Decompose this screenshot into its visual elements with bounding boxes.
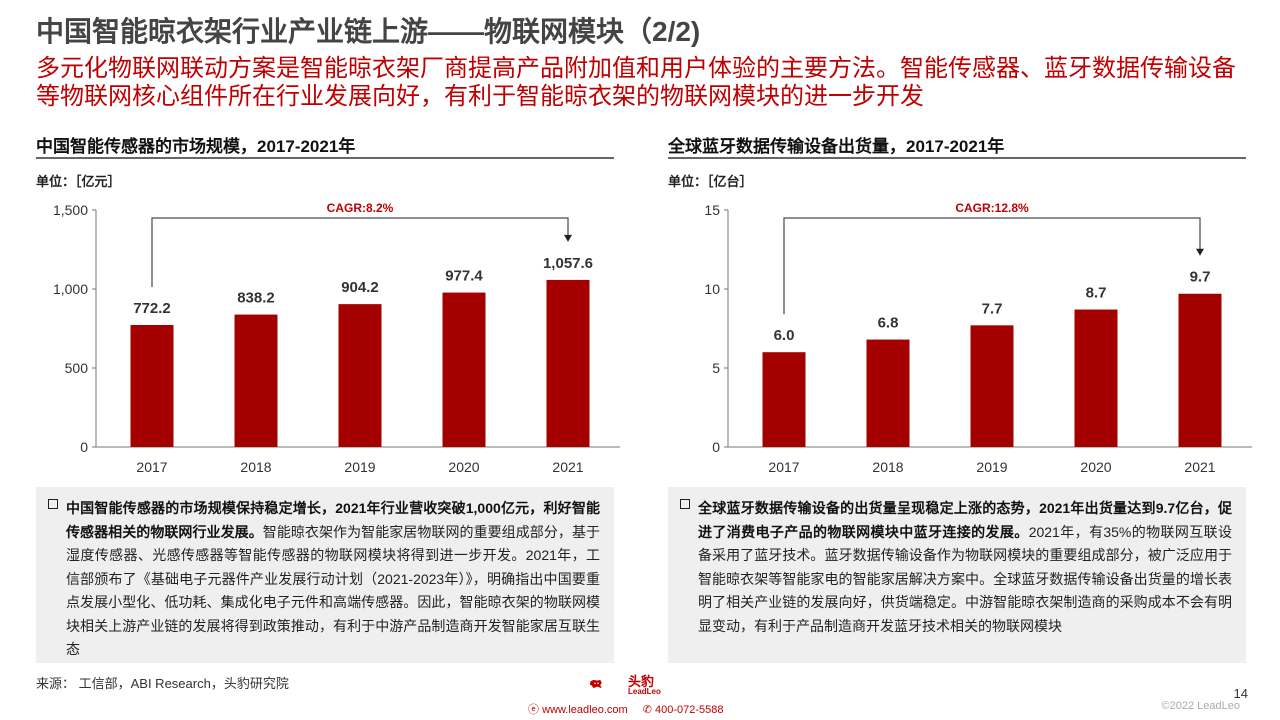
left-insight-box: 中国智能传感器的市场规模保持稳定增长，2021年行业营收突破1,000亿元，利好… [36,487,614,663]
left-chart-y-tick-label: 0 [80,439,88,455]
left-chart-cagr-arrow-icon [564,234,572,242]
left-chart-unit: 单位：［亿元］ [36,174,121,189]
left-chart-cagr-label: CAGR:8.2% [327,201,394,215]
right-chart-title: 全球蓝牙数据传输设备出货量，2017-2021年 [668,137,1005,156]
right-chart-y-tick-label: 10 [704,281,720,297]
checkbox-bullet-icon [680,499,690,509]
right-chart-value-label: 8.7 [1086,285,1107,302]
right-chart-value-label: 6.8 [878,315,899,332]
left-chart-x-tick-label: 2020 [448,459,479,475]
left-chart-y-tick-label: 500 [65,360,89,376]
right-chart-y-tick-label: 5 [712,360,720,376]
left-chart-x-tick-label: 2021 [552,459,583,475]
left-bar-chart: 0 500 1,000 1,500 772.2 2017 838.2 2018 904.2 201… [53,201,620,475]
left-chart-value-label: 904.2 [341,279,379,296]
right-chart-cagr-label: CAGR:12.8% [955,201,1029,215]
logo-text-en: LeadLeo [628,687,661,696]
right-chart-value-label: 9.7 [1190,269,1211,286]
right-chart-bar [866,339,910,447]
right-chart-bar [762,352,806,447]
right-chart-unit: 单位：［亿台］ [668,174,753,189]
copyright: ©2022 LeadLeo [1161,700,1240,712]
left-chart-x-tick-label: 2019 [344,459,375,475]
right-chart-cagr-arrow-icon [1196,248,1204,256]
leadleo-logo [589,679,602,689]
right-bar-chart: 0 5 10 15 6.0 2017 6.8 2018 7.7 2019 8.7 2020 9.7 202… [704,201,1252,475]
left-chart-bar [234,314,278,447]
left-chart-y-tick-label: 1,500 [53,202,88,218]
right-insight-text: 全球蓝牙数据传输设备的出货量呈现稳定上涨的态势，2021年出货量达到9.7亿台，… [698,497,1232,638]
website-link[interactable]: ⓔ www.leadleo.com [528,704,628,716]
right-chart-bar [1178,293,1222,447]
right-chart-x-tick-label: 2017 [768,459,799,475]
left-chart-value-label: 772.2 [133,300,171,317]
left-insight-bold: 中国智能传感器的市场规模保持稳定增长，2021年行业营收突破1,000亿元，利好… [66,500,600,540]
page-subtitle: 多元化物联网联动方案是智能晾衣架厂商提高产品附加值和用户体验的主要方法。智能传感… [36,55,1236,110]
right-chart-bar [1074,309,1118,447]
source-note: 来源： 工信部，ABI Research，头豹研究院 [36,676,289,691]
right-chart-cagr-bracket [783,217,1201,315]
left-chart-cagr-bracket [151,217,569,287]
right-chart-x-tick-label: 2018 [872,459,903,475]
left-chart-bar [546,279,590,447]
leopard-head-icon [589,679,602,689]
left-chart-value-label: 977.4 [445,268,483,285]
left-chart-divider [36,157,614,159]
left-chart-bar [130,324,174,447]
left-chart-x-tick-label: 2017 [136,459,167,475]
phone-number: ✆ 400-072-5588 [642,704,724,716]
left-chart-x-tick-label: 2018 [240,459,271,475]
left-chart-y-tick-label: 1,000 [53,281,88,297]
contact-bar: ⓔ www.leadleo.com ✆ 400-072-5588 [528,701,736,717]
right-chart-x-tick-label: 2019 [976,459,1007,475]
right-insight-body: 2021年，有35%的物联网互联设备采用了蓝牙技术。蓝牙数据传输设备作为物联网模… [698,523,1233,634]
right-insight-bold: 全球蓝牙数据传输设备的出货量呈现稳定上涨的态势，2021年出货量达到9.7亿台，… [698,500,1232,540]
right-chart-x-tick-label: 2020 [1080,459,1111,475]
right-chart-x-tick-label: 2021 [1184,459,1215,475]
right-chart-value-label: 6.0 [774,327,795,344]
right-chart-y-tick-label: 0 [712,439,720,455]
right-chart-y-tick-label: 15 [704,202,720,218]
right-insight-box: 全球蓝牙数据传输设备的出货量呈现稳定上涨的态势，2021年出货量达到9.7亿台，… [668,487,1246,663]
left-chart-value-label: 838.2 [237,290,275,307]
left-chart-bar [338,304,382,447]
left-chart-title: 中国智能传感器的市场规模，2017-2021年 [36,137,356,156]
left-insight-body: 智能晾衣架作为智能家居物联网的重要组成部分，基于湿度传感器、光感传感器等智能传感… [66,523,601,658]
right-chart-value-label: 7.7 [982,300,1003,317]
left-chart-value-label: 1,057.6 [543,255,593,272]
page-title: 中国智能晾衣架行业产业链上游——物联网模块（2/2) [36,16,701,47]
logo-text-cn: 头豹 [628,674,655,689]
right-chart-divider [668,157,1246,159]
checkbox-bullet-icon [48,499,58,509]
page-number: 14 [1233,686,1248,701]
right-chart-bar [970,325,1014,447]
left-chart-bar [442,292,486,447]
left-insight-text: 中国智能传感器的市场规模保持稳定增长，2021年行业营收突破1,000亿元，利好… [66,497,600,662]
